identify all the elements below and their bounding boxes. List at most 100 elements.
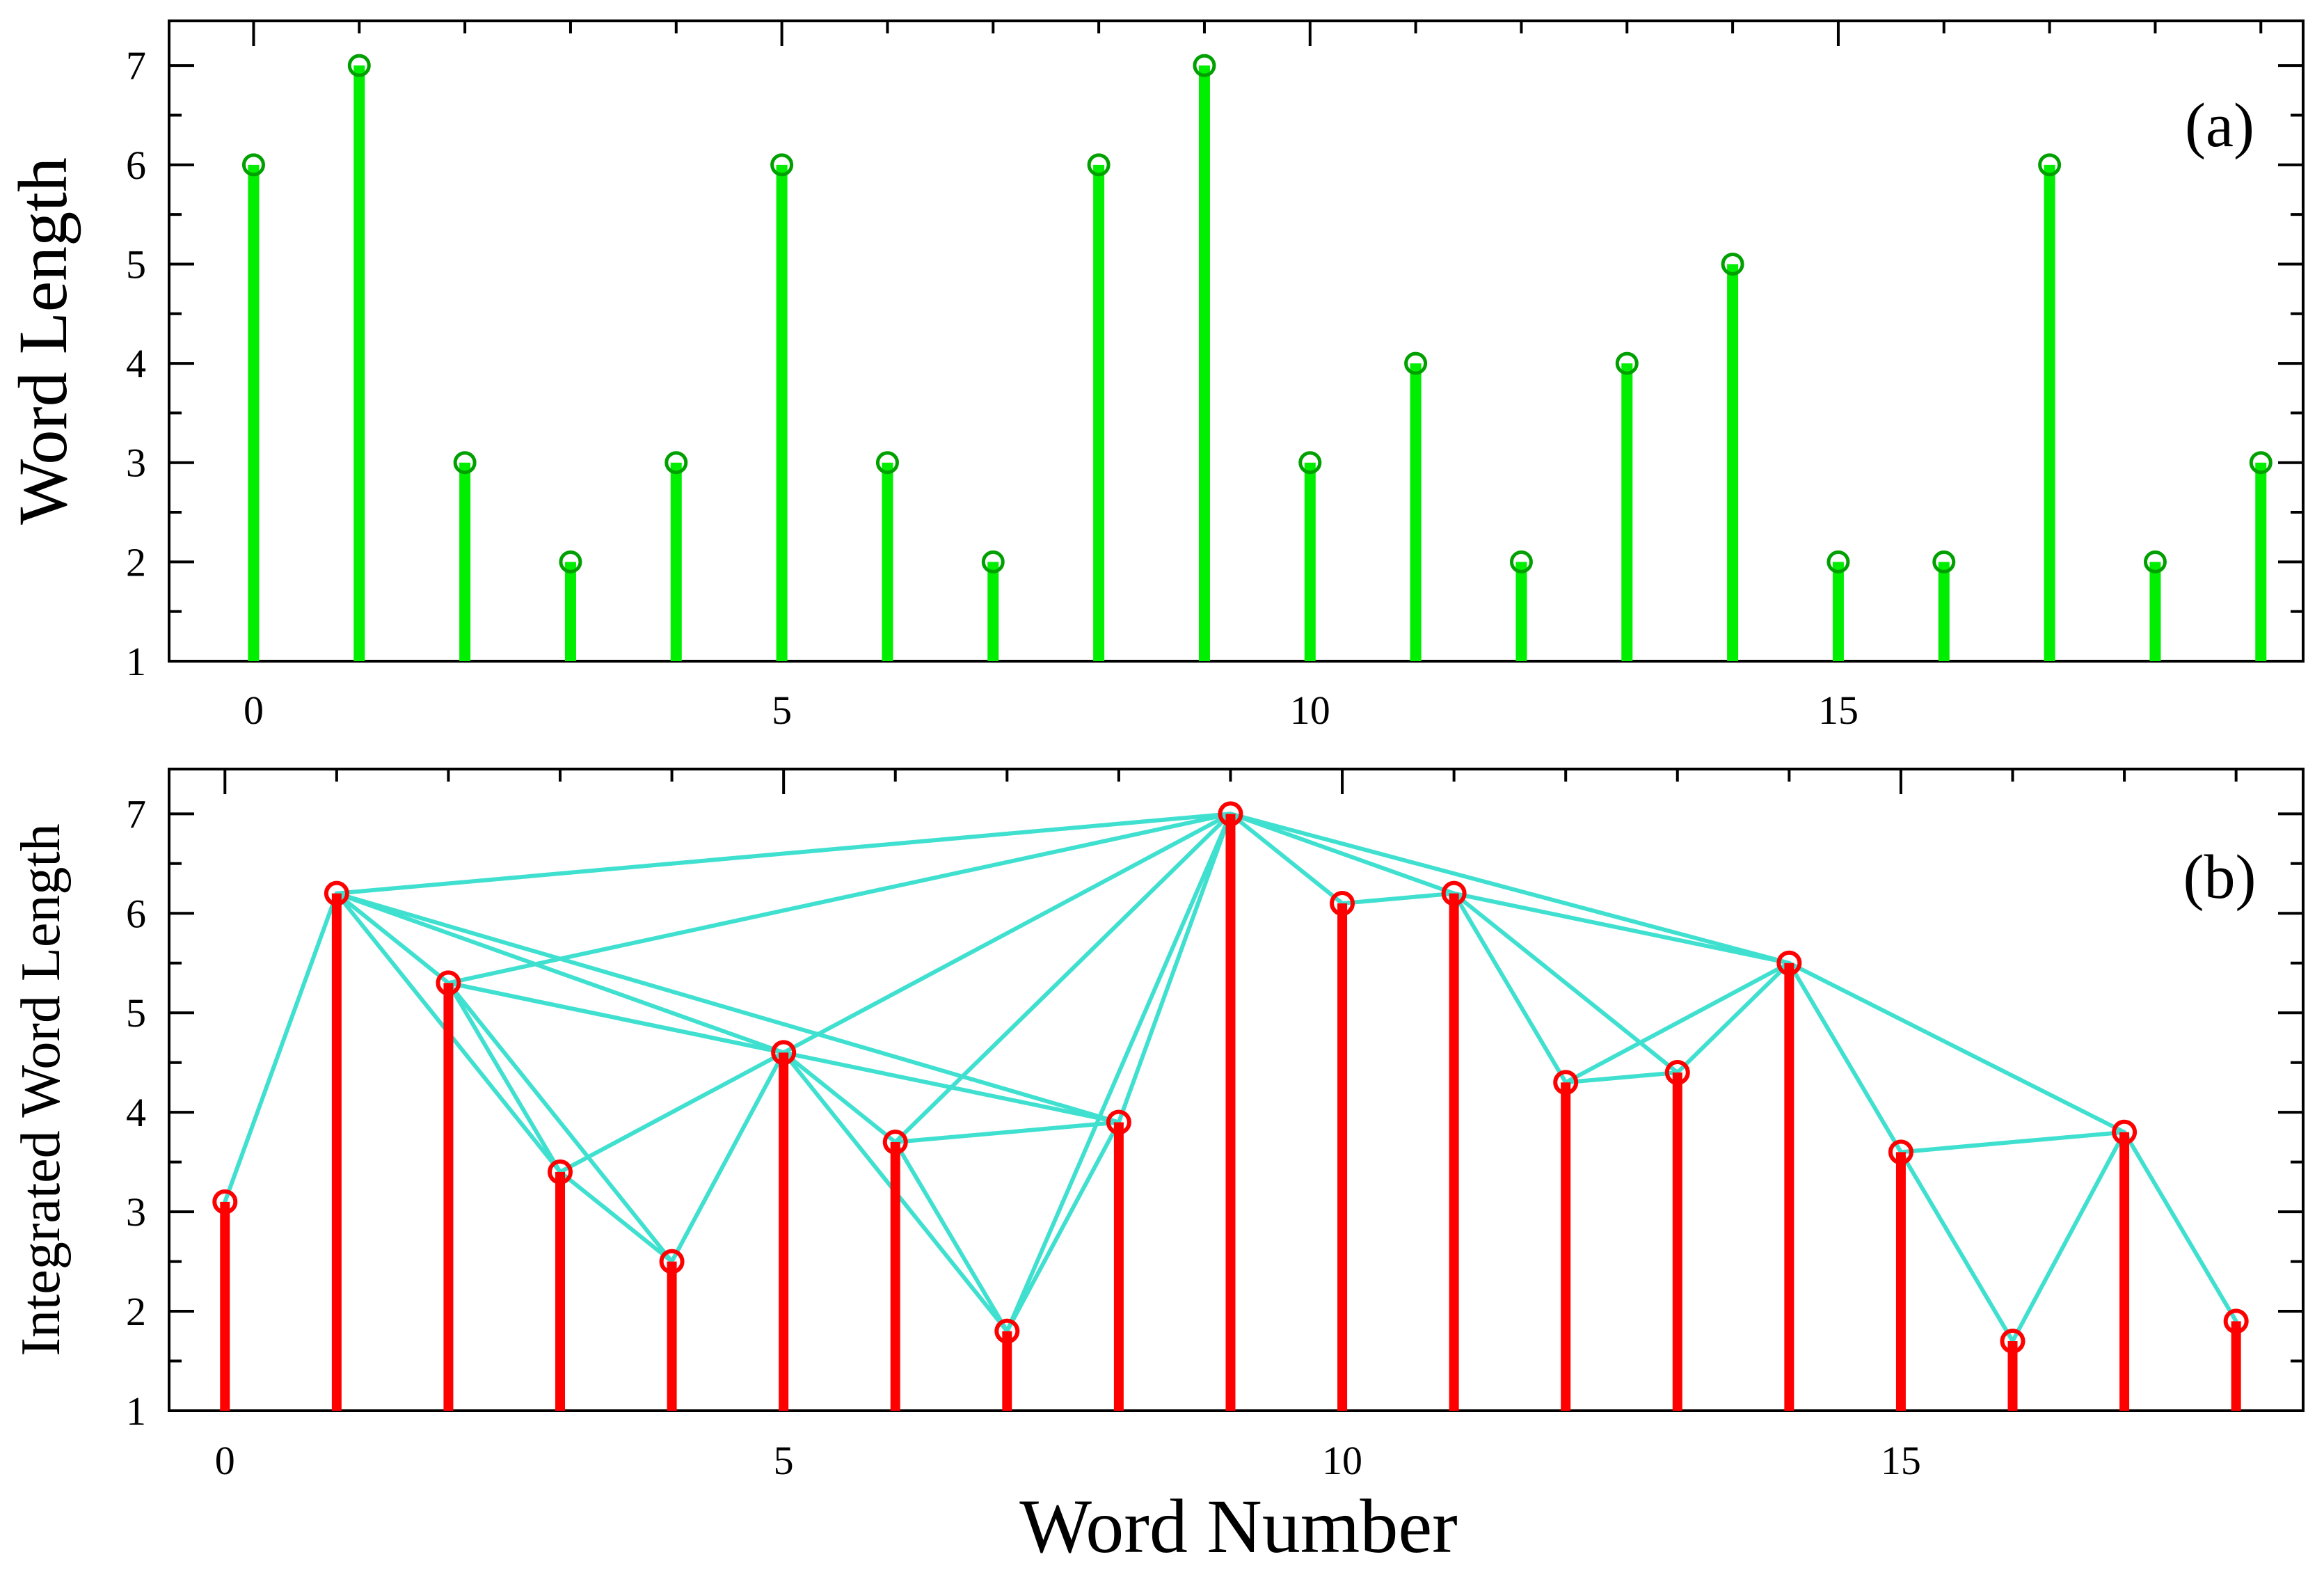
stem-marker <box>2038 153 2062 177</box>
stem-marker <box>324 880 349 906</box>
y-axis-title: Integrated Word Length <box>10 823 72 1356</box>
y-tick-label: 3 <box>126 441 146 486</box>
visibility-edge <box>1787 960 2127 1134</box>
y-tick-label: 4 <box>126 341 146 386</box>
stem-marker <box>771 1040 797 1066</box>
panel-label: (a) <box>2185 91 2254 160</box>
visibility-edge <box>1005 1120 1121 1333</box>
stem-marker <box>2223 1308 2249 1334</box>
visibility-edge <box>1340 891 1456 905</box>
x-tick-label: 0 <box>244 688 264 733</box>
visibility-edge <box>893 1120 1121 1145</box>
x-axis-title: Word Number <box>1019 1484 1458 1569</box>
stem-marker <box>1932 550 1956 573</box>
stem-marker <box>2112 1119 2138 1145</box>
stem-marker <box>1218 801 1243 827</box>
visibility-edge <box>1563 960 1792 1085</box>
x-tick-label: 10 <box>1322 1438 1362 1483</box>
stem-marker <box>1298 451 1322 475</box>
y-tick-label: 5 <box>126 242 146 287</box>
stem-marker <box>548 1159 573 1185</box>
stem-marker <box>659 1249 685 1274</box>
y-tick-label: 7 <box>126 791 146 837</box>
x-tick-label: 10 <box>1290 688 1330 733</box>
visibility-edge <box>446 981 563 1174</box>
plot-frame <box>168 768 2305 1412</box>
stem-marker <box>882 1130 908 1155</box>
stem-marker <box>1826 550 1850 573</box>
y-tick-label: 6 <box>126 891 146 936</box>
stem-marker <box>241 153 265 177</box>
visibility-edge <box>558 1169 674 1264</box>
y-tick-label: 5 <box>126 990 146 1036</box>
plot-frame <box>168 19 2305 663</box>
y-tick-label: 7 <box>126 43 146 88</box>
y-axis-title: Word Length <box>4 157 81 525</box>
visibility-edge <box>334 812 1233 896</box>
stem-marker <box>1441 880 1467 906</box>
stem-marker <box>770 153 794 177</box>
visibility-edge <box>781 1050 898 1145</box>
x-tick-label: 0 <box>215 1438 235 1483</box>
visibility-edge <box>1563 1070 1680 1085</box>
stem-marker <box>1330 890 1355 916</box>
visibility-edge <box>1787 960 1903 1155</box>
panel-a: 1 2 3 4 5 6 7 0 5 10 15 Word Length (a) <box>4 19 2305 733</box>
stem-marker <box>212 1189 238 1214</box>
stem-marker <box>875 451 899 475</box>
stem-marker <box>1553 1070 1579 1095</box>
stem-marker <box>453 451 477 475</box>
panel-label: (b) <box>2183 843 2257 912</box>
stem-marker <box>664 451 688 475</box>
stem-marker <box>1888 1139 1913 1165</box>
visibility-edge <box>2122 1130 2238 1324</box>
stem-marker <box>1776 950 1802 976</box>
stem-marker <box>1404 351 1428 375</box>
visibility-edge <box>446 981 674 1264</box>
y-tick-label: 1 <box>126 639 146 684</box>
stem-marker <box>559 550 582 573</box>
stem-marker <box>1193 54 1216 77</box>
visibility-edge <box>223 891 339 1204</box>
y-tick-label: 6 <box>126 143 146 188</box>
stem-marker <box>1087 153 1111 177</box>
visibility-edge <box>781 812 1233 1055</box>
visibility-edge <box>1228 812 1792 965</box>
visibility-edge <box>1005 812 1233 1333</box>
visibility-edge <box>334 891 786 1055</box>
stem-marker <box>981 550 1005 573</box>
visibility-edge <box>558 1050 786 1174</box>
panel-b: 1 2 3 4 5 6 7 0 5 10 15 Integrated Word Length Word … <box>10 768 2305 1569</box>
visibility-edge <box>1228 812 1456 896</box>
visibility-edge <box>1451 891 1680 1075</box>
visibility-edge <box>1898 1130 2127 1155</box>
visibility-edge <box>2010 1130 2127 1343</box>
y-tick-label: 2 <box>126 1289 146 1334</box>
visibility-edge <box>1451 891 1568 1085</box>
x-tick-label: 15 <box>1881 1438 1921 1483</box>
stem-marker <box>1615 351 1639 375</box>
y-tick-label: 3 <box>126 1189 146 1235</box>
visibility-edge <box>893 812 1233 1145</box>
stem-marker <box>1509 550 1533 573</box>
x-tick-label: 5 <box>772 688 792 733</box>
visibility-edge <box>1451 891 1792 965</box>
visibility-edge <box>334 891 451 986</box>
visibility-edge <box>1116 812 1233 1125</box>
visibility-edge <box>1898 1150 2015 1343</box>
visibility-edge <box>893 1140 1010 1333</box>
y-tick-label: 4 <box>126 1090 146 1135</box>
visibility-edge <box>669 1050 786 1264</box>
stem-marker <box>2000 1328 2025 1354</box>
stem-marker <box>2143 550 2167 573</box>
stem-marker <box>436 970 461 996</box>
y-tick-label: 1 <box>126 1388 146 1434</box>
stem-marker <box>2249 451 2273 475</box>
stem-marker <box>347 54 371 77</box>
visibility-edge <box>446 812 1233 986</box>
x-tick-label: 15 <box>1818 688 1859 733</box>
stem-marker <box>1721 252 1744 276</box>
stem-marker <box>1106 1109 1131 1135</box>
x-tick-label: 5 <box>774 1438 794 1483</box>
